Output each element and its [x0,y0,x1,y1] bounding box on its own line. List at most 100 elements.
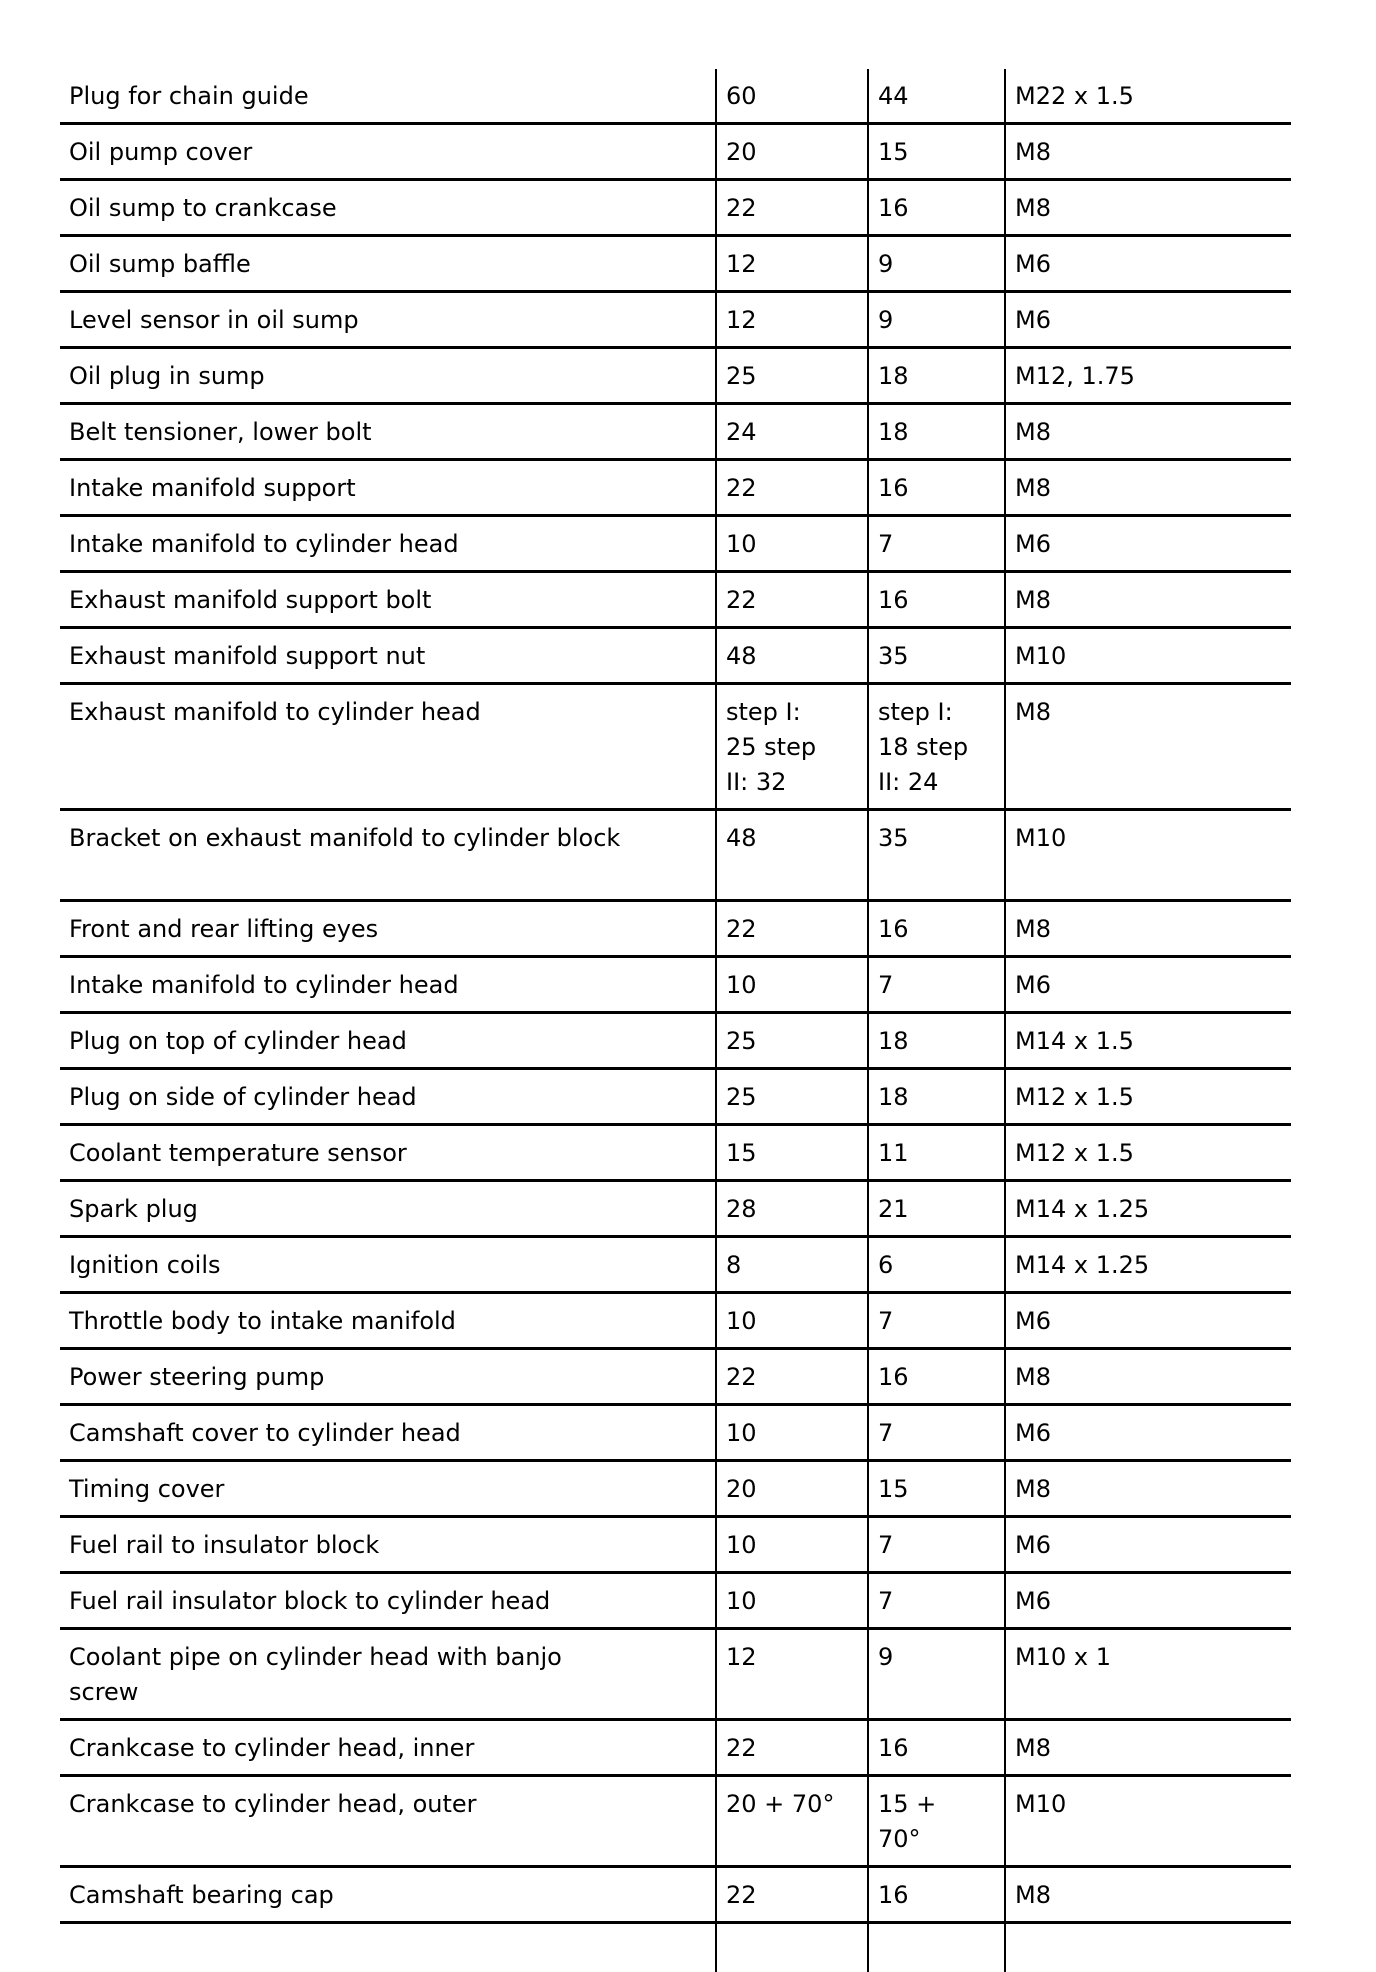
thread-size-cell: M6 [1005,1293,1291,1349]
torque-nm-cell: 28 [716,1181,868,1237]
part-cell: Crankcase to cylinder head, inner [60,1720,716,1776]
torque-nm-cell: 10 [716,516,868,572]
part-cell: Oil plug in sump [60,348,716,404]
empty-cell [1005,1923,1291,1972]
empty-cell [868,1923,1005,1972]
thread-size-cell: M6 [1005,516,1291,572]
torque-ftlb-cell: 18 [868,404,1005,460]
thread-size-cell: M8 [1005,901,1291,957]
part-cell: Plug for chain guide [60,69,716,124]
part-cell: Fuel rail insulator block to cylinder he… [60,1573,716,1629]
thread-size-cell: M8 [1005,684,1291,810]
thread-size-cell: M12 x 1.5 [1005,1125,1291,1181]
thread-size-cell: M6 [1005,1573,1291,1629]
torque-ftlb-cell: 7 [868,1405,1005,1461]
torque-nm-cell: 24 [716,404,868,460]
thread-size-cell: M12 x 1.5 [1005,1069,1291,1125]
empty-cell [716,1923,868,1972]
part-cell: Coolant temperature sensor [60,1125,716,1181]
torque-nm-cell: 10 [716,1293,868,1349]
part-cell: Plug on side of cylinder head [60,1069,716,1125]
torque-ftlb-cell: 6 [868,1237,1005,1293]
torque-ftlb-cell: 7 [868,516,1005,572]
torque-ftlb-cell: 35 [868,810,1005,901]
torque-ftlb-cell: 16 [868,180,1005,236]
torque-ftlb-cell: 11 [868,1125,1005,1181]
torque-nm-cell: 20 [716,1461,868,1517]
thread-size-cell: M10 x 1 [1005,1629,1291,1720]
part-cell: Ignition coils [60,1237,716,1293]
thread-size-cell: M8 [1005,572,1291,628]
torque-ftlb-cell: 35 [868,628,1005,684]
torque-nm-cell: 8 [716,1237,868,1293]
torque-ftlb-cell: 15 [868,1461,1005,1517]
thread-size-cell: M8 [1005,1461,1291,1517]
part-cell: Oil sump to crankcase [60,180,716,236]
thread-size-cell: M6 [1005,957,1291,1013]
thread-size-cell: M10 [1005,810,1291,901]
torque-nm-cell: 22 [716,1867,868,1923]
thread-size-cell: M10 [1005,1776,1291,1867]
torque-ftlb-cell: 16 [868,1867,1005,1923]
empty-cell [60,1923,716,1972]
torque-nm-cell: 25 [716,348,868,404]
torque-nm-cell: 20 + 70° [716,1776,868,1867]
torque-nm-cell: 60 [716,69,868,124]
torque-nm-cell: 15 [716,1125,868,1181]
torque-ftlb-cell: 9 [868,1629,1005,1720]
thread-size-cell: M6 [1005,1405,1291,1461]
torque-ftlb-cell: 9 [868,292,1005,348]
torque-ftlb-cell: 16 [868,901,1005,957]
torque-ftlb-cell: 18 [868,1013,1005,1069]
thread-size-cell: M8 [1005,124,1291,180]
thread-size-cell: M8 [1005,460,1291,516]
torque-ftlb-cell: 7 [868,957,1005,1013]
torque-ftlb-cell: step I: 18 step II: 24 [868,684,1005,810]
torque-ftlb-cell: 18 [868,1069,1005,1125]
empty-table-row [60,1923,1291,1972]
thread-size-cell: M6 [1005,1517,1291,1573]
part-cell: Bracket on exhaust manifold to cylinder … [60,810,716,901]
torque-nm-cell: 22 [716,572,868,628]
thread-size-cell: M6 [1005,236,1291,292]
part-cell: Front and rear lifting eyes [60,901,716,957]
torque-nm-cell: 12 [716,292,868,348]
thread-size-cell: M10 [1005,628,1291,684]
torque-nm-cell: 10 [716,1573,868,1629]
thread-size-cell: M14 x 1.25 [1005,1237,1291,1293]
part-cell: Camshaft bearing cap [60,1867,716,1923]
torque-ftlb-cell: 16 [868,460,1005,516]
torque-ftlb-cell: 7 [868,1573,1005,1629]
thread-size-cell: M14 x 1.25 [1005,1181,1291,1237]
thread-size-cell: M12, 1.75 [1005,348,1291,404]
part-cell: Coolant pipe on cylinder head with banjo… [60,1629,716,1720]
thread-size-cell: M14 x 1.5 [1005,1013,1291,1069]
part-cell: Level sensor in oil sump [60,292,716,348]
torque-nm-cell: 10 [716,957,868,1013]
torque-ftlb-cell: 18 [868,348,1005,404]
torque-nm-cell: 22 [716,1720,868,1776]
part-cell: Fuel rail to insulator block [60,1517,716,1573]
torque-nm-cell: 22 [716,460,868,516]
